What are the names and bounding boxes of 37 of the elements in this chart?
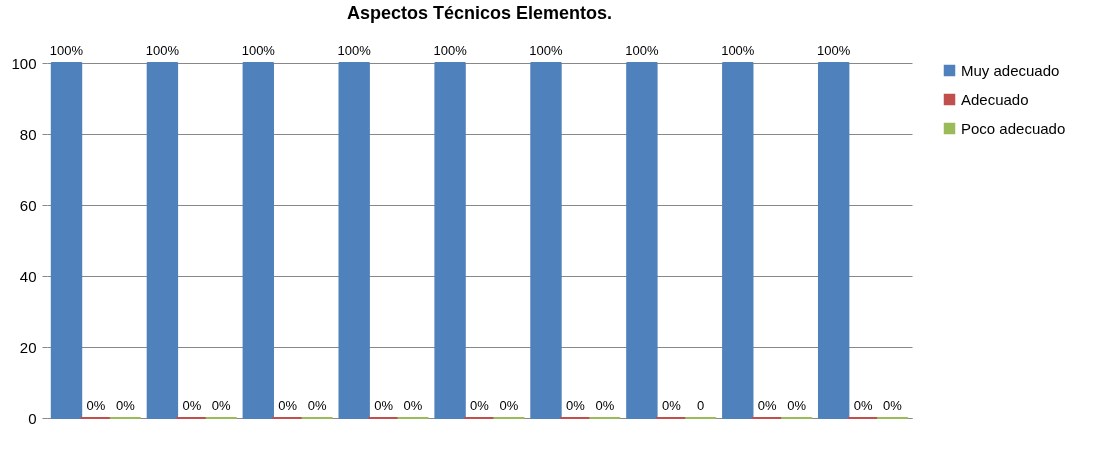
legend-label: Muy adecuado [961, 61, 1060, 79]
data-label: 0% [115, 398, 136, 413]
legend-label: Poco adecuado [961, 119, 1066, 137]
y-tick-label: 20 [19, 338, 37, 356]
y-tick-label: 100 [11, 54, 37, 72]
data-label: 0% [853, 398, 873, 413]
y-tick-label: 60 [19, 196, 37, 214]
data-label: 0% [661, 398, 682, 413]
data-label: 100% [337, 43, 372, 58]
data-label: 0% [211, 398, 232, 413]
data-label: 100% [145, 43, 180, 58]
data-label: 0% [566, 398, 586, 413]
data-label: 0% [757, 398, 778, 413]
data-label: 0% [787, 398, 807, 413]
y-tick-label: 0 [28, 409, 37, 427]
data-label: 0% [883, 398, 903, 413]
data-label: 0% [595, 398, 615, 413]
data-label: 100% [721, 43, 755, 58]
data-label: 0% [182, 398, 202, 413]
data-label: 0% [374, 398, 394, 413]
legend-label: Adecuado [961, 90, 1029, 108]
data-label: 0% [403, 398, 423, 413]
y-tick-label: 40 [19, 267, 37, 285]
y-tick-label: 80 [19, 125, 37, 143]
data-label: 0% [499, 398, 519, 413]
chart-title: Aspectos Técnicos Elementos. [346, 3, 613, 23]
data-label: 0% [470, 398, 490, 413]
data-label: 0% [86, 398, 106, 413]
data-label: 100% [817, 43, 851, 58]
data-label: 0% [307, 398, 327, 413]
data-label: 100% [49, 43, 84, 58]
data-label: 0 [697, 398, 705, 413]
data-label: 100% [625, 43, 659, 58]
data-label: 100% [433, 43, 468, 58]
data-label: 0% [278, 398, 298, 413]
data-label: 100% [241, 43, 276, 58]
data-label: 100% [529, 43, 564, 58]
